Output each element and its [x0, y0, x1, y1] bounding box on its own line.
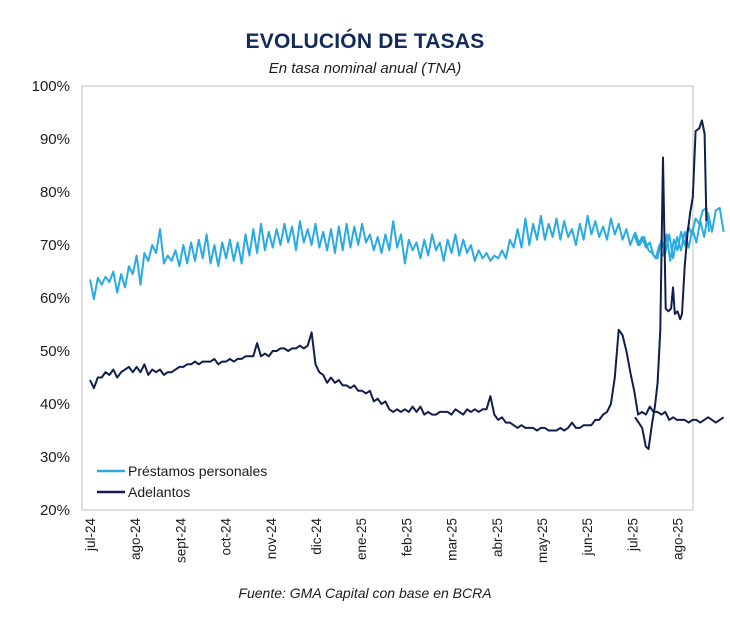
- series-line-adelantos-tail: [634, 119, 708, 451]
- y-tick-label: 20%: [40, 502, 70, 519]
- series-lines: [89, 119, 725, 451]
- chart-source-note: Fuente: GMA Capital con base en BCRA: [238, 585, 492, 601]
- x-tick-label: dic-24: [309, 518, 324, 555]
- y-tick-label: 80%: [40, 184, 70, 201]
- series-line-prestamos-tail: [634, 206, 711, 262]
- x-tick-label: mar-25: [445, 518, 460, 561]
- legend-label-adelantos: Adelantos: [128, 484, 190, 500]
- chart-legend: Préstamos personales Adelantos: [97, 463, 267, 500]
- x-tick-label: ene-25: [354, 518, 369, 560]
- y-tick-label: 60%: [40, 290, 70, 307]
- y-tick-label: 40%: [40, 396, 70, 413]
- x-axis-ticks: jul-24 ago-24 sept-24 oct-24 nov-24 dic-24 ene…: [83, 518, 686, 564]
- x-tick-label: ago-25: [671, 518, 686, 560]
- series-line-prestamos: [89, 206, 725, 301]
- x-tick-label: sept-24: [173, 518, 188, 564]
- y-axis-ticks: 20% 30% 40% 50% 60% 70% 80% 90% 100%: [32, 78, 70, 519]
- x-tick-label: feb-25: [399, 518, 414, 556]
- legend-label-prestamos: Préstamos personales: [128, 463, 267, 479]
- chart-title: EVOLUCIÓN DE TASAS: [245, 30, 485, 53]
- x-tick-label: nov-24: [264, 518, 279, 560]
- x-tick-label: jul-24: [83, 518, 98, 553]
- x-tick-label: oct-24: [219, 518, 234, 556]
- x-tick-label: may-25: [535, 518, 550, 563]
- y-tick-label: 100%: [32, 78, 70, 95]
- y-tick-label: 70%: [40, 237, 70, 254]
- x-tick-label: abr-25: [490, 518, 505, 557]
- plot-frame: [81, 85, 694, 511]
- x-tick-label: ago-24: [128, 518, 143, 561]
- chart-subtitle: En tasa nominal anual (TNA): [268, 60, 462, 77]
- y-tick-label: 50%: [40, 343, 70, 360]
- series-line-adelantos: [89, 328, 725, 432]
- y-tick-label: 90%: [40, 131, 70, 148]
- x-tick-label: jul-25: [625, 518, 640, 552]
- y-tick-label: 30%: [40, 449, 70, 466]
- x-tick-label: jun-25: [580, 518, 595, 557]
